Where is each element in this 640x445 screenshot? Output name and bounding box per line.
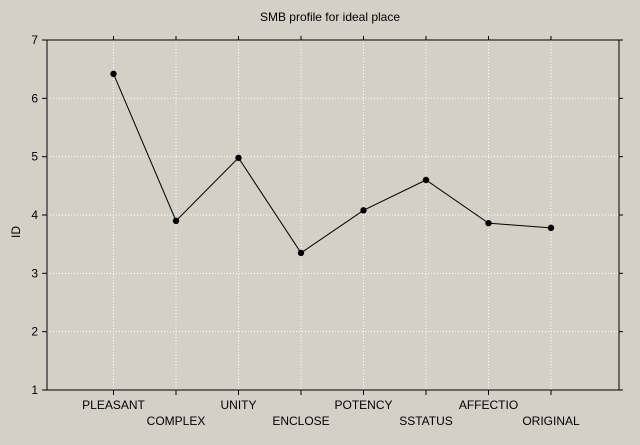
y-tick-label: 5 — [31, 150, 38, 164]
data-point — [110, 70, 117, 78]
data-point — [360, 207, 367, 214]
data-point — [422, 176, 430, 184]
x-tick-label: ORIGINAL — [522, 414, 580, 428]
x-tick-label: COMPLEX — [147, 414, 206, 428]
data-point — [297, 249, 305, 257]
y-tick-label: 3 — [31, 266, 38, 280]
x-tick-label: POTENCY — [334, 398, 392, 412]
x-tick-label: SSTATUS — [399, 414, 453, 428]
x-tick-label: PLEASANT — [82, 398, 145, 412]
data-point — [235, 154, 242, 162]
data-point — [172, 217, 180, 225]
x-tick-label: ENCLOSE — [272, 414, 329, 428]
y-tick-label: 6 — [31, 91, 38, 105]
y-axis-label: ID — [9, 226, 23, 238]
series-line — [113, 73, 552, 254]
x-tick-label: UNITY — [221, 398, 257, 412]
plot-frame — [46, 39, 620, 391]
y-tick-label: 7 — [31, 33, 38, 47]
y-tick-label: 4 — [31, 208, 38, 222]
x-tick-label: AFFECTIO — [459, 398, 518, 412]
chart-title: SMB profile for ideal place — [260, 10, 400, 24]
data-point — [485, 219, 492, 227]
data-point — [547, 224, 555, 232]
y-tick-label: 1 — [31, 383, 38, 397]
y-tick-label: 2 — [31, 325, 38, 339]
